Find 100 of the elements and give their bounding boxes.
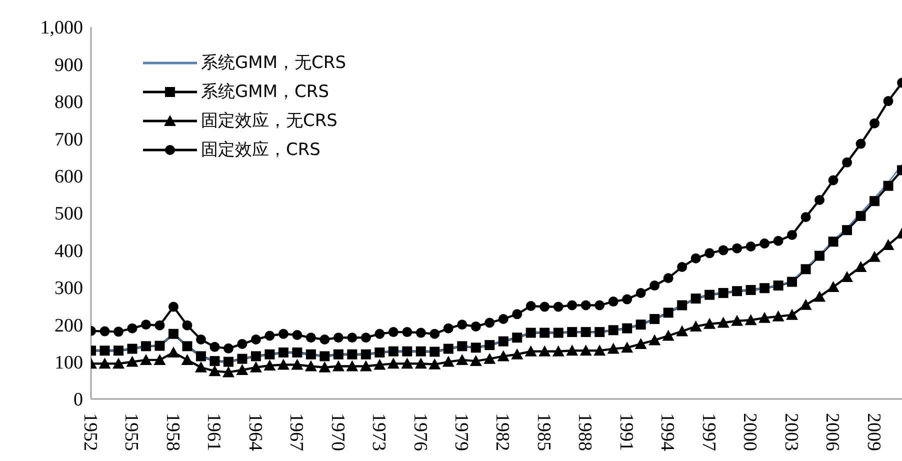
x-tick-label: 1964 (244, 413, 266, 452)
point (814, 290, 826, 302)
point (580, 300, 591, 310)
point (333, 332, 344, 343)
point (140, 354, 152, 365)
point (567, 327, 578, 338)
point (787, 276, 798, 287)
point (594, 344, 606, 356)
point (318, 361, 331, 372)
point (856, 138, 866, 149)
point (333, 349, 344, 360)
point (237, 354, 248, 364)
point (746, 241, 756, 252)
point (401, 358, 414, 369)
point (690, 294, 701, 304)
point (650, 314, 660, 324)
point (814, 250, 825, 261)
point (663, 308, 674, 318)
y-tick-label: 500 (54, 204, 83, 225)
point (222, 366, 234, 378)
point (676, 325, 688, 336)
point (498, 336, 508, 346)
point (636, 320, 646, 330)
point (650, 280, 660, 291)
point (210, 356, 220, 366)
point (854, 260, 867, 272)
point (113, 346, 124, 356)
point (181, 354, 194, 365)
point (760, 283, 770, 294)
point (388, 346, 398, 356)
point (553, 328, 564, 338)
point (457, 320, 468, 330)
point (374, 328, 385, 339)
point (457, 341, 468, 352)
point (196, 334, 206, 344)
point (526, 328, 536, 338)
point (484, 340, 495, 350)
point (540, 302, 550, 312)
point (360, 360, 372, 372)
point (456, 354, 468, 365)
point (868, 250, 881, 262)
point (718, 288, 728, 298)
point (717, 316, 730, 328)
point (320, 334, 330, 344)
x-tick-label: 2000 (739, 413, 760, 451)
point (98, 358, 111, 369)
point (347, 349, 358, 360)
point (168, 328, 178, 339)
point (828, 175, 838, 186)
point (100, 346, 110, 356)
legend-label: 固定效应，无CRS (201, 110, 338, 132)
point (622, 323, 632, 334)
point (292, 330, 302, 340)
point (168, 302, 178, 312)
point (677, 300, 688, 310)
y-tick-label: 200 (54, 315, 83, 336)
y-tick-label: 0 (74, 390, 83, 411)
point (346, 360, 358, 372)
point (167, 346, 180, 358)
point (374, 348, 385, 358)
point (402, 346, 412, 356)
point (484, 352, 496, 364)
x-tick-label: 1991 (615, 413, 636, 451)
point (304, 360, 317, 372)
point (443, 344, 454, 354)
point (786, 308, 798, 320)
point (250, 361, 262, 372)
x-tick-label: 1958 (162, 413, 183, 451)
point (704, 318, 716, 329)
x-tick-label: 1961 (203, 413, 224, 451)
point (332, 360, 344, 372)
x-tick-label: 1952 (79, 413, 100, 451)
point (744, 314, 757, 326)
point (800, 212, 811, 222)
point (416, 346, 426, 356)
x-tick-label: 2009 (862, 413, 884, 451)
point (196, 351, 206, 362)
point (540, 328, 550, 338)
y-tick-label: 300 (54, 278, 83, 300)
point (870, 118, 880, 128)
point (387, 358, 400, 369)
point (800, 298, 812, 310)
point (360, 332, 371, 343)
point (484, 318, 495, 328)
point (511, 348, 524, 360)
point (607, 342, 620, 354)
point (360, 349, 371, 360)
legend-label: 系统GMM，CRS (201, 81, 329, 103)
point (800, 264, 811, 274)
point (320, 351, 330, 362)
point (347, 332, 358, 343)
point (237, 338, 248, 349)
y-tick-label: 1,000 (40, 18, 83, 39)
point (622, 294, 632, 304)
x-tick-label: 1997 (698, 413, 719, 451)
point (402, 327, 412, 338)
x-tick-label: 1982 (492, 413, 513, 451)
point (580, 327, 591, 338)
point (552, 345, 564, 356)
point (718, 245, 728, 256)
